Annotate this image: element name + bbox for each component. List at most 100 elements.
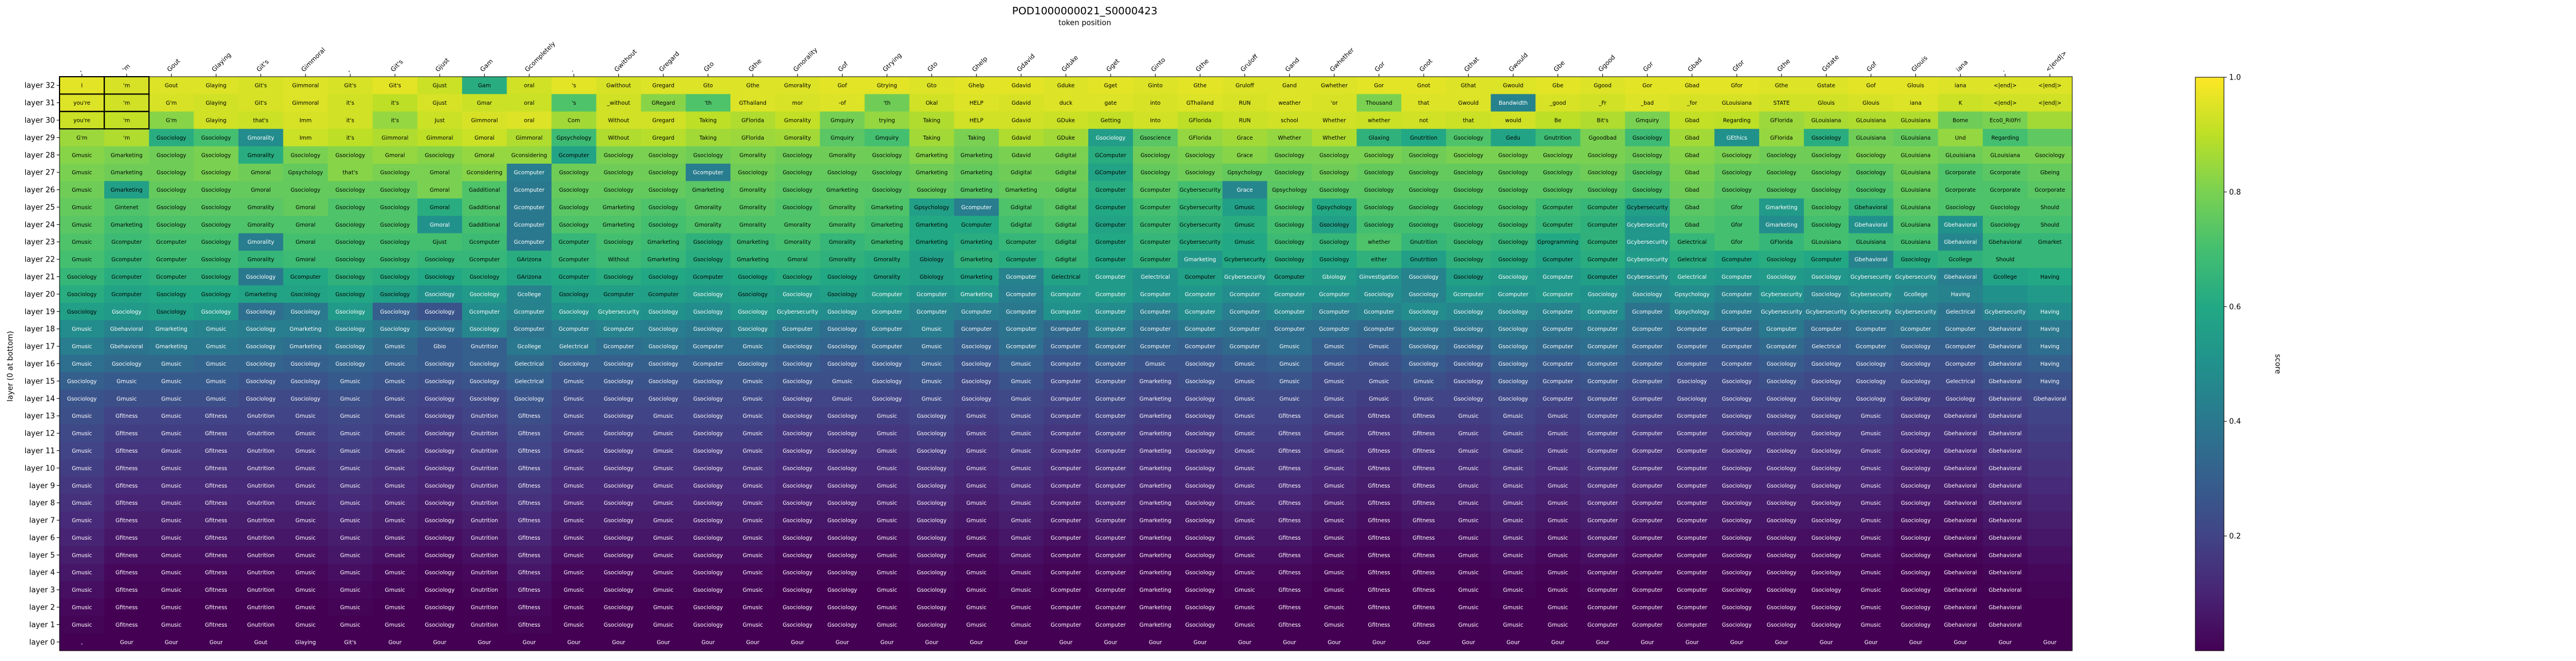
cell-label: Gregard	[653, 135, 675, 141]
cell-label: Gcomputer	[1587, 222, 1618, 228]
cell-label: Gbehavioral	[1944, 587, 1977, 593]
cell-label: Gcomputer	[1587, 309, 1618, 315]
cell-label: Gcomputer	[1587, 204, 1618, 211]
cell-label: Gmorality	[829, 257, 856, 263]
heatmap-cell	[1625, 129, 1670, 147]
cell-label: Gsociology	[1185, 622, 1215, 628]
cell-label: Gcomputer	[1096, 413, 1126, 419]
cell-label: Gdavid	[1012, 100, 1031, 106]
heatmap-cell	[730, 233, 776, 251]
cell-label: Gsociology	[1767, 361, 1796, 367]
x-tick-label: Gor	[1642, 60, 1656, 74]
cell-label: Gfitness	[1278, 622, 1301, 628]
colorbar-tick-label: 0.2	[2229, 532, 2241, 541]
cell-label: Gcomputer	[1230, 309, 1260, 315]
cell-label: RUN	[1239, 117, 1251, 124]
heatmap-cell	[820, 163, 865, 181]
heatmap-cell	[641, 111, 686, 129]
cell-label: Gsociology	[335, 257, 365, 263]
x-tick-label: Gnot	[1418, 57, 1434, 73]
cell-label: Gbehavioral	[1989, 570, 2022, 576]
heatmap-cell	[1446, 94, 1491, 112]
cell-label: Gcomputer	[156, 257, 187, 263]
heatmap-cell	[1178, 94, 1223, 112]
cell-label: Gcomputer	[1050, 500, 1081, 506]
heatmap-cell	[1625, 77, 1670, 94]
cell-label: Gcomputer	[290, 274, 321, 280]
cell-label: Gsociology	[827, 309, 857, 315]
heatmap-cell	[283, 198, 329, 216]
cell-label: Gcomputer	[1721, 257, 1752, 263]
cell-label: Gcomputer	[1006, 257, 1036, 263]
heatmap-cell	[1938, 198, 1984, 216]
heatmap-cell	[909, 216, 955, 233]
heatmap-cell	[998, 198, 1044, 216]
heatmap-cell	[775, 181, 820, 199]
cell-label: Gsociology	[1498, 239, 1528, 246]
heatmap-cell	[104, 146, 149, 164]
cell-label: Gsociology	[783, 413, 812, 419]
cell-label: Gsociology	[917, 587, 947, 593]
cell-label: Gmusic	[742, 413, 762, 419]
heatmap-cell	[283, 181, 329, 199]
heatmap-cell	[1356, 77, 1402, 94]
cell-label: Gdigital	[1056, 187, 1077, 193]
heatmap-cell	[1133, 233, 1178, 251]
heatmap-cell	[1491, 181, 1536, 199]
cell-label: Gmusic	[1235, 396, 1255, 402]
cell-label: Into	[1150, 117, 1161, 124]
cell-label: Gmusic	[877, 605, 897, 611]
heatmap-cell	[1446, 146, 1491, 164]
cell-label: Gcomputer	[1587, 465, 1618, 472]
cell-label: Gsociology	[1811, 378, 1841, 385]
heatmap-cell	[1625, 111, 1670, 129]
cell-label: Gsociology	[783, 291, 812, 298]
heatmap-cell	[1043, 198, 1089, 216]
y-tick-label: layer 4	[29, 569, 55, 577]
cell-label: Gnutrition	[471, 605, 498, 611]
cell-label: Gsociology	[425, 500, 455, 506]
cell-label: that's	[253, 117, 268, 124]
cell-label: Gelectrical	[1946, 378, 1975, 385]
cell-label: Gmusic	[966, 483, 986, 489]
cell-label: Gsociology	[335, 344, 365, 350]
cell-label: Gbehavioral	[1989, 239, 2022, 246]
x-tick-label: Gam	[479, 58, 495, 74]
cell-label: Gfitness	[1368, 483, 1390, 489]
cell-label: Gmusic	[877, 465, 897, 472]
cell-label: Gmorality	[740, 222, 767, 228]
heatmap-cell	[1178, 233, 1223, 251]
heatmap-cell	[954, 77, 999, 94]
heatmap-cell	[1491, 77, 1536, 94]
heatmap-cell	[1491, 198, 1536, 216]
cell-label: Gcomputer	[1587, 483, 1618, 489]
heatmap-cell	[909, 129, 955, 147]
cell-label: Gbehavioral	[1989, 448, 2022, 454]
cell-label: Gsociology	[783, 552, 812, 559]
y-tick-label: layer 28	[25, 151, 55, 160]
cell-label: Gfor	[1731, 222, 1743, 228]
cell-label: Gmarketing	[1139, 570, 1171, 576]
cell-label: Gfor	[1731, 83, 1743, 89]
cell-label: Gsociology	[917, 465, 947, 472]
cell-label: Gmusic	[385, 535, 405, 541]
cell-label: Gsociology	[1811, 152, 1841, 159]
cell-label: Gsociology	[783, 448, 812, 454]
cell-label: Gnutrition	[247, 431, 275, 437]
cell-label: Gsociology	[1319, 257, 1349, 263]
heatmap-cell	[1356, 146, 1402, 164]
cell-label: Gsociology	[827, 274, 857, 280]
cell-label: Gmusic	[295, 552, 315, 559]
cell-label: Gsociology	[1498, 309, 1528, 315]
cell-label: GLouisiana	[1856, 117, 1886, 124]
cell-label: GLouisiana	[1946, 152, 1976, 159]
cell-label: Gbehavioral	[1989, 326, 2022, 333]
cell-label: Gmusic	[1369, 361, 1389, 367]
cell-label: Gsociology	[1319, 222, 1349, 228]
heatmap-cell	[1938, 111, 1984, 129]
cell-label: Gmoral	[251, 170, 271, 176]
cell-label: Gget	[1104, 83, 1117, 89]
cell-label: Gmusic	[1548, 552, 1568, 559]
heatmap-cell	[238, 163, 284, 181]
cell-label: Gsociology	[827, 500, 857, 506]
